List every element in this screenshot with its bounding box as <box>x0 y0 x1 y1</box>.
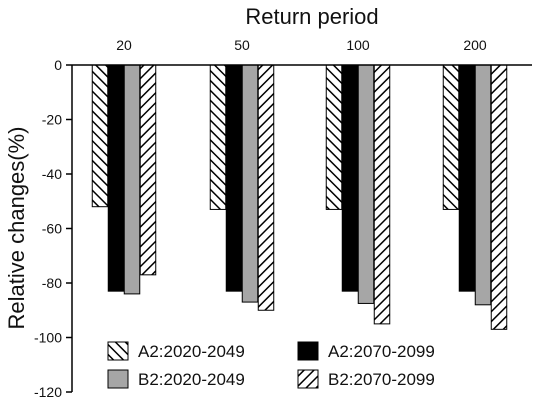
x-axis-title: Return period <box>245 4 378 29</box>
legend-swatch <box>107 341 129 361</box>
bar-B2:2020-2049-100 <box>357 64 375 304</box>
bar-B2:2020-2049-200 <box>474 64 492 306</box>
x-tick-label: 100 <box>346 37 370 53</box>
legend-label: A2:2070-2099 <box>328 342 435 361</box>
bar-B2:2070-2099-100 <box>373 64 391 325</box>
y-tick-label: -60 <box>42 221 62 237</box>
y-tick-label: -120 <box>34 384 62 400</box>
bar-B2:2070-2099-50 <box>257 64 275 311</box>
x-tick-label: 50 <box>234 37 250 53</box>
y-ticks: 0 -20 -40 -60 -80 -100 -120 <box>34 57 72 400</box>
bar-A2:2070-2099-20 <box>107 64 125 292</box>
bar-A2:2020-2049-20 <box>91 64 109 208</box>
bar-B2:2070-2099-200 <box>490 64 508 330</box>
bar-A2:2070-2099-200 <box>458 64 476 292</box>
legend: A2:2020-2049 A2:2070-2099 B2:2020-2049 B2:2… <box>107 341 435 389</box>
bar-A2:2020-2049-200 <box>442 64 460 210</box>
y-axis-title: Relative changes(%) <box>4 127 29 330</box>
x-tick-label: 200 <box>463 37 487 53</box>
y-tick-label: -100 <box>34 330 62 346</box>
bar-A2:2070-2099-50 <box>225 64 243 292</box>
bar-B2:2020-2049-50 <box>241 64 259 303</box>
legend-swatch <box>297 369 319 389</box>
y-tick-label: -20 <box>42 112 62 128</box>
y-tick-label: 0 <box>54 57 62 73</box>
bar-B2:2070-2099-20 <box>139 64 157 276</box>
legend-label: B2:2070-2099 <box>328 370 435 389</box>
y-tick-label: -80 <box>42 275 62 291</box>
legend-label: B2:2020-2049 <box>138 370 245 389</box>
x-tick-label: 20 <box>116 37 132 53</box>
bar-A2:2070-2099-100 <box>341 64 359 292</box>
x-ticks: 20 50 100 200 <box>116 37 487 53</box>
bar-A2:2020-2049-100 <box>325 64 343 210</box>
bar-A2:2020-2049-50 <box>209 64 227 210</box>
bar-B2:2020-2049-20 <box>123 64 141 295</box>
legend-swatch <box>107 369 129 389</box>
y-tick-label: -40 <box>42 166 62 182</box>
bars-layer <box>91 64 508 330</box>
legend-label: A2:2020-2049 <box>138 342 245 361</box>
legend-swatch <box>297 341 319 361</box>
